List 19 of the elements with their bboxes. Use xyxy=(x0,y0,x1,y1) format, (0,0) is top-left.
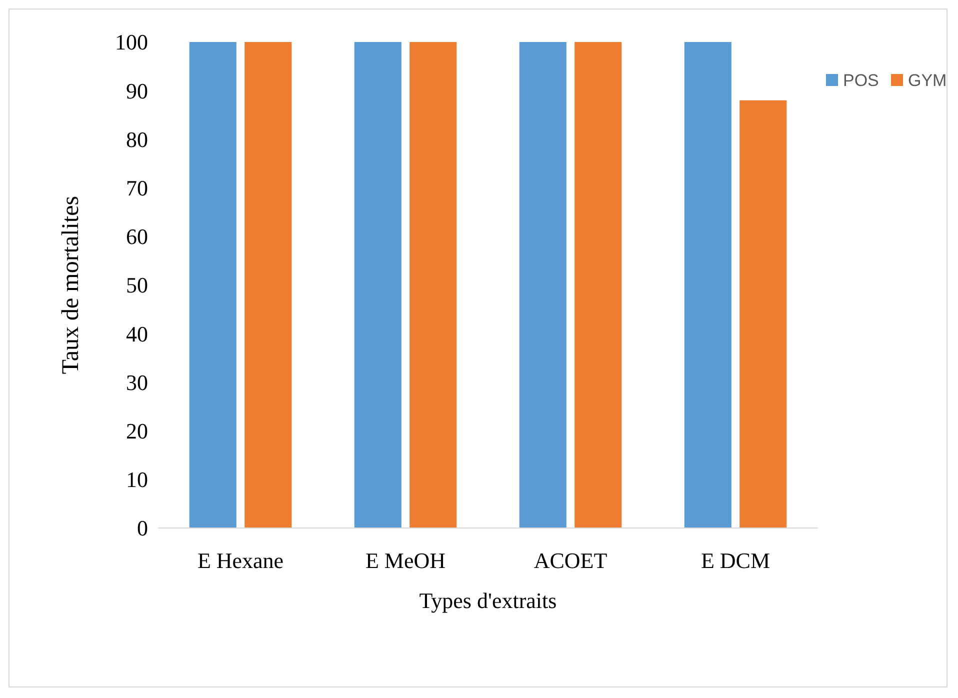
y-tick-label: 0 xyxy=(137,516,148,541)
y-axis-title: Taux de mortalites xyxy=(58,196,84,374)
x-axis-title: Types d'extraits xyxy=(419,588,557,613)
y-tick-label: 20 xyxy=(126,418,148,444)
y-tick-label: 50 xyxy=(126,272,148,298)
y-tick-label: 10 xyxy=(126,467,148,492)
x-tick-label: E MeOH xyxy=(365,548,446,573)
x-tick-label: ACOET xyxy=(534,548,608,573)
y-tick-label: 70 xyxy=(126,176,148,200)
y-tick-label: 40 xyxy=(126,321,148,346)
legend-label: GYM xyxy=(908,70,947,90)
y-tick-label: 100 xyxy=(115,30,148,55)
y-tick-label: 60 xyxy=(126,224,148,250)
x-tick-label: E DCM xyxy=(700,548,770,573)
legend-label: POS xyxy=(843,70,879,90)
x-tick-label: E Hexane xyxy=(197,548,284,573)
y-tick-label: 30 xyxy=(126,370,148,395)
y-tick-label: 90 xyxy=(126,78,148,104)
y-tick-label: 80 xyxy=(126,126,148,152)
